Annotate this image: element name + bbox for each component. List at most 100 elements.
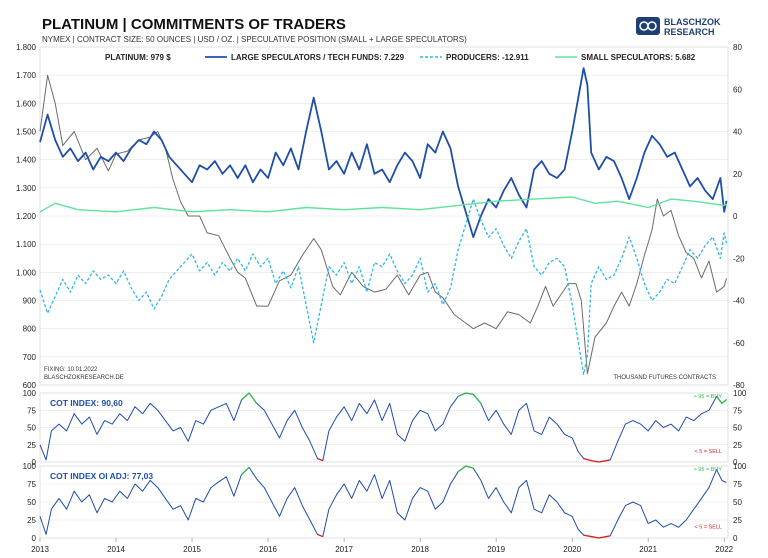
threshold-segment	[583, 457, 592, 462]
threshold-segment	[598, 535, 611, 539]
y-left-tick-label: 25	[27, 516, 36, 525]
y-right-tick-label: 100	[733, 389, 747, 398]
y-right-tick-label: 0	[733, 212, 738, 221]
legend-label-large: LARGE SPECULATORS / TECH FUNDS: 7.229	[231, 53, 405, 62]
threshold-segment	[241, 466, 250, 476]
y-left-tick-label: 1.100	[16, 240, 37, 249]
y-right-tick-label: 50	[733, 498, 742, 507]
y-left-tick-label: 600	[23, 381, 37, 390]
threshold-segment	[457, 392, 466, 398]
buy-threshold-label: > 95 = BUY	[694, 467, 723, 473]
y-left-tick-label: 75	[27, 480, 36, 489]
y-left-tick-label: 0	[32, 458, 37, 467]
y-left-tick-label: 1.300	[16, 184, 37, 193]
cot-index-panel: 0 0 25 25 50 50 75 75 100 100 COT INDEX: 90,60 > 95…	[23, 389, 747, 467]
y-right-tick-label: 60	[733, 85, 742, 94]
legend-label-price: PLATINUM: 979 $	[105, 53, 171, 62]
threshold-segment	[317, 457, 324, 462]
series-line-producers	[39, 198, 728, 376]
y-right-tick-label: 40	[733, 128, 742, 137]
threshold-segment	[465, 392, 474, 396]
threshold-segment	[591, 459, 599, 463]
y-left-tick-label: 800	[23, 325, 37, 334]
y-left-tick-label: 100	[23, 462, 37, 471]
x-tick-label: 2013	[31, 545, 49, 554]
threshold-segment	[465, 465, 474, 469]
y-left-tick-label: 50	[27, 424, 36, 433]
brand-name-line1: BLASCHZOK	[664, 17, 721, 27]
x-tick-label: 2020	[563, 545, 581, 554]
legend-item-producers: PRODUCERS: -12.911	[420, 53, 529, 62]
chart-title: PLATINUM | COMMITMENTS OF TRADERS	[42, 16, 346, 33]
legend-item-small: SMALL SPECULATORS: 5.682	[555, 53, 696, 62]
y-right-tick-label: 75	[733, 480, 742, 489]
x-tick-label: 2019	[487, 545, 505, 554]
x-tick-label: 2022	[715, 545, 733, 554]
brand-logo-mark	[647, 21, 657, 31]
y-right-tick-label: 75	[733, 406, 742, 415]
x-tick-label: 2016	[259, 545, 277, 554]
y-right-tick-label: 20	[733, 170, 742, 179]
x-tick-label: 2018	[411, 545, 429, 554]
y-right-tick-label: 100	[733, 462, 747, 471]
y-left-tick-label: 900	[23, 297, 37, 306]
y-right-tick-label: 25	[733, 516, 742, 525]
threshold-segment	[457, 465, 467, 473]
x-tick-label: 2017	[335, 545, 353, 554]
y-left-tick-label: 1.800	[16, 43, 37, 52]
legend-label-small: SMALL SPECULATORS: 5.682	[581, 53, 696, 62]
legend-item-price: PLATINUM: 979 $	[105, 53, 171, 62]
x-tick-label: 2021	[639, 545, 657, 554]
index-line	[39, 392, 727, 463]
chart-header: PLATINUM | COMMITMENTS OF TRADERS NYMEX …	[42, 16, 721, 44]
y-left-tick-label: 75	[27, 406, 36, 415]
threshold-segment	[721, 398, 727, 404]
buy-threshold-label: > 95 = BUY	[694, 394, 723, 400]
y-left-tick-label: 1.200	[16, 212, 37, 221]
series-line-small	[39, 196, 727, 213]
index-line	[39, 465, 727, 539]
x-tick-label: 2014	[107, 545, 125, 554]
cot-index-oi-panel-title: COT INDEX OI ADJ: 77,03	[50, 471, 153, 481]
y-right-tick-label: -60	[733, 339, 745, 348]
chart-subtitle: NYMEX | CONTRACT SIZE: 50 OUNCES | USD /…	[42, 35, 467, 44]
threshold-segment	[248, 392, 258, 404]
y-right-tick-label: 0	[733, 458, 738, 467]
y-left-tick-label: 25	[27, 441, 36, 450]
y-right-tick-label: 50	[733, 424, 742, 433]
y-left-tick-label: 100	[23, 389, 37, 398]
threshold-segment	[317, 533, 324, 538]
cot-index-panel-title: COT INDEX: 90,60	[50, 398, 123, 408]
y-left-tick-label: 700	[23, 353, 37, 362]
y-right-tick-label: -20	[733, 254, 745, 263]
series-line-large	[39, 67, 728, 238]
threshold-segment	[591, 535, 599, 539]
y-right-tick-label: 25	[733, 441, 742, 450]
cot-index-oi-panel: 0 0 25 25 50 50 75 75 100 100 COT INDEX OI ADJ: 77…	[23, 462, 747, 543]
threshold-segment	[716, 396, 723, 404]
brand-logo: BLASCHZOK RESEARCH	[636, 17, 721, 37]
threshold-segment	[583, 534, 592, 538]
y-left-tick-label: 1.500	[16, 128, 37, 137]
threshold-segment	[472, 393, 482, 404]
sell-threshold-label: < 5 = SELL	[694, 525, 722, 531]
threshold-segment	[241, 392, 250, 401]
units-note: THOUSAND FUTURES CONTRACTS	[613, 375, 716, 381]
y-left-tick-label: 50	[27, 498, 36, 507]
main-panel: 6007008009001.0001.1001.2001.3001.4001.5…	[16, 43, 745, 390]
fixing-note: FIXING: 10.01.2022	[44, 367, 98, 373]
y-left-tick-label: 1.700	[16, 71, 37, 80]
y-left-tick-label: 1.000	[16, 268, 37, 277]
legend-item-large: LARGE SPECULATORS / TECH FUNDS: 7.229	[205, 53, 405, 62]
y-left-tick-label: 1.600	[16, 99, 37, 108]
threshold-segment	[598, 459, 611, 463]
y-left-tick-label: 0	[32, 534, 37, 543]
y-right-tick-label: -80	[733, 381, 745, 390]
site-note: BLASCHZOKRESEARCH.DE	[44, 375, 124, 381]
sell-threshold-label: < 5 = SELL	[694, 449, 722, 455]
y-right-tick-label: 0	[733, 534, 738, 543]
y-right-tick-label: 80	[733, 43, 742, 52]
y-right-tick-label: -40	[733, 297, 745, 306]
legend-label-producers: PRODUCERS: -12.911	[446, 53, 529, 62]
